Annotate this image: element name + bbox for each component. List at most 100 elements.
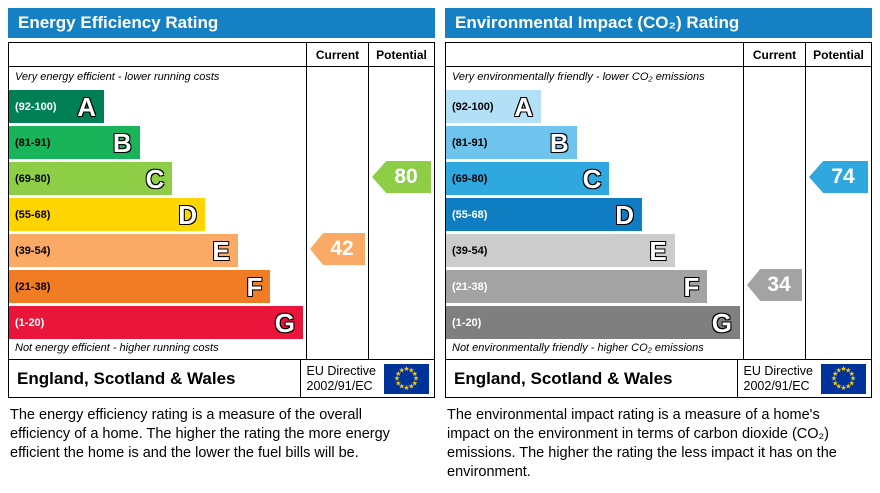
svg-text:★: ★ — [412, 379, 418, 387]
band-bar-a: (92-100) A — [446, 90, 542, 123]
svg-text:★: ★ — [832, 369, 838, 377]
current-column-header: Current — [743, 43, 805, 67]
environmental-impact-panel: Environmental Impact (CO₂) Rating Curren… — [445, 8, 872, 481]
svg-text:★: ★ — [840, 365, 846, 373]
svg-text:★: ★ — [408, 366, 414, 374]
svg-text:★: ★ — [395, 379, 401, 387]
band-bar-b: (81-91) B — [446, 126, 577, 159]
panel-footer: England, Scotland & Wales EU Directive 2… — [8, 360, 435, 398]
eu-directive-line2: 2002/91/EC — [743, 378, 810, 393]
energy-efficiency-panel: Energy Efficiency Rating Current Potenti… — [8, 8, 435, 481]
rating-description: The energy efficiency rating is a measur… — [10, 407, 390, 461]
band-range-label: (1-20) — [452, 316, 482, 329]
bands-area: Very environmentally friendly - lower CO… — [446, 67, 743, 359]
band-range-label: (39-54) — [15, 244, 51, 257]
band-letter: D — [615, 199, 635, 230]
potential-rating-arrow: 74 — [809, 161, 868, 193]
region-label: England, Scotland & Wales — [17, 368, 236, 388]
panel-footer: England, Scotland & Wales EU Directive 2… — [445, 360, 872, 398]
band-bar-c: (69-80) C — [9, 162, 173, 195]
svg-text:★: ★ — [849, 379, 855, 387]
band-range-label: (21-38) — [15, 280, 51, 293]
panel-title: Environmental Impact (CO₂) Rating — [455, 13, 740, 32]
rating-bands: (92-100) A (81-91) B (69-80) C (55-68) D (39-54)… — [446, 87, 743, 339]
svg-text:★: ★ — [845, 382, 851, 390]
band-row-d: (55-68) D — [446, 195, 743, 231]
bands-area: Very energy efficient - lower running co… — [9, 67, 306, 359]
svg-text:★: ★ — [399, 382, 405, 390]
potential-value-column: 74 — [805, 67, 871, 359]
panel-title: Energy Efficiency Rating — [18, 13, 219, 32]
current-rating-arrow: 34 — [747, 269, 802, 301]
svg-text:★: ★ — [412, 369, 418, 377]
band-bar-d: (55-68) D — [446, 198, 643, 231]
band-letter: E — [212, 235, 230, 266]
svg-text:★: ★ — [840, 384, 846, 392]
top-note: Very energy efficient - lower running co… — [15, 71, 220, 83]
rating-chart: Current Potential Very environmentally f… — [445, 42, 872, 360]
band-row-a: (92-100) A — [446, 87, 743, 123]
band-row-f: (21-38) F — [446, 267, 743, 303]
svg-text:★: ★ — [849, 369, 855, 377]
band-range-label: (1-20) — [15, 316, 45, 329]
potential-value-column: 80 — [368, 67, 434, 359]
band-bar-a: (92-100) A — [9, 90, 105, 123]
band-row-g: (1-20) G — [9, 303, 306, 339]
band-range-label: (81-91) — [452, 136, 488, 149]
band-letter: G — [274, 307, 296, 338]
potential-column-header: Potential — [368, 43, 434, 67]
svg-text:★: ★ — [836, 382, 842, 390]
bottom-note: Not environmentally friendly - higher CO… — [452, 342, 704, 354]
eu-directive-line1: EU Directive — [743, 363, 813, 378]
svg-text:★: ★ — [395, 369, 401, 377]
svg-text:★: ★ — [403, 365, 409, 373]
band-range-label: (92-100) — [15, 100, 57, 113]
band-bar-g: (1-20) G — [446, 306, 741, 339]
band-row-b: (81-91) B — [446, 123, 743, 159]
svg-text:★: ★ — [408, 382, 414, 390]
eu-directive-label: EU Directive 2002/91/EC — [299, 360, 384, 397]
band-range-label: (69-80) — [452, 172, 488, 185]
band-row-b: (81-91) B — [9, 123, 306, 159]
band-letter: F — [246, 271, 263, 302]
band-range-label: (92-100) — [452, 100, 494, 113]
svg-text:★: ★ — [413, 374, 419, 382]
band-bar-b: (81-91) B — [9, 126, 140, 159]
band-bar-d: (55-68) D — [9, 198, 206, 231]
svg-text:★: ★ — [850, 374, 856, 382]
chart-corner-cell — [446, 43, 743, 67]
band-letter: C — [582, 163, 602, 194]
current-value-column: 34 — [743, 67, 805, 359]
eu-directive-label: EU Directive 2002/91/EC — [736, 360, 821, 397]
band-bar-f: (21-38) F — [446, 270, 708, 303]
band-letter: D — [178, 199, 198, 230]
svg-text:★: ★ — [831, 374, 837, 382]
band-letter: E — [649, 235, 667, 266]
band-bar-e: (39-54) E — [9, 234, 238, 267]
band-row-d: (55-68) D — [9, 195, 306, 231]
band-letter: F — [683, 271, 700, 302]
potential-column-header: Potential — [805, 43, 871, 67]
eu-flag-icon: ★★★★★★★★★★★★ — [821, 363, 866, 394]
band-row-e: (39-54) E — [446, 231, 743, 267]
band-bar-c: (69-80) C — [446, 162, 610, 195]
band-bar-g: (1-20) G — [9, 306, 304, 339]
band-row-a: (92-100) A — [9, 87, 306, 123]
band-range-label: (55-68) — [15, 208, 51, 221]
band-letter: B — [112, 127, 132, 158]
svg-text:★: ★ — [836, 366, 842, 374]
band-row-f: (21-38) F — [9, 267, 306, 303]
panel-title-bar: Energy Efficiency Rating — [8, 8, 435, 38]
eu-flag-icon: ★★★★★★★★★★★★ — [384, 363, 429, 394]
svg-text:★: ★ — [394, 374, 400, 382]
band-range-label: (81-91) — [15, 136, 51, 149]
band-row-c: (69-80) C — [446, 159, 743, 195]
svg-text:★: ★ — [403, 384, 409, 392]
band-range-label: (21-38) — [452, 280, 488, 293]
top-note: Very environmentally friendly - lower CO… — [452, 71, 705, 83]
current-value-column: 42 — [306, 67, 368, 359]
panel-title-bar: Environmental Impact (CO₂) Rating — [445, 8, 872, 38]
band-bar-e: (39-54) E — [446, 234, 675, 267]
band-letter: C — [145, 163, 165, 194]
